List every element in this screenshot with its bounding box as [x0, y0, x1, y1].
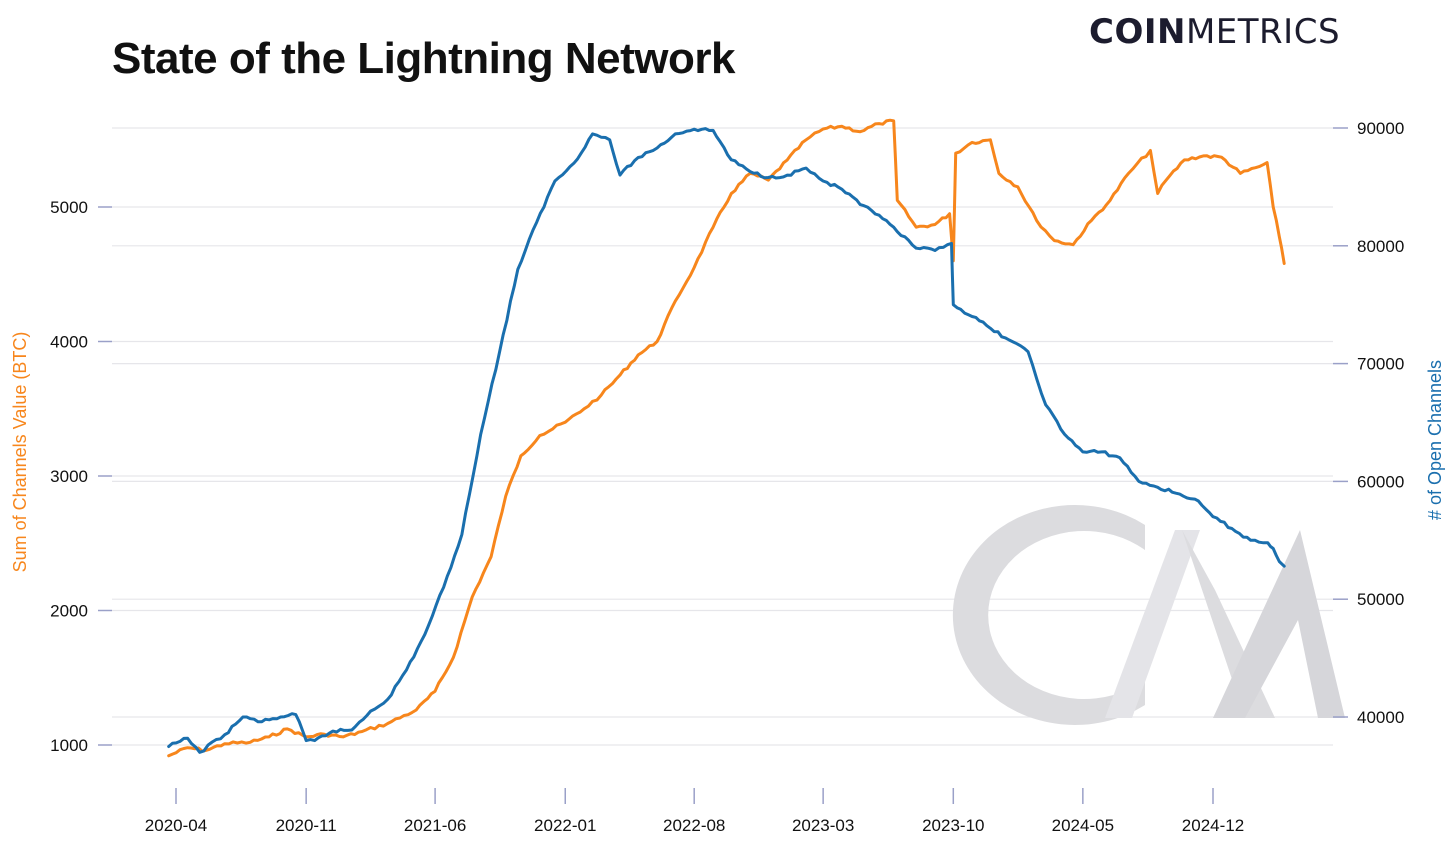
y-right-tick-label: 40000	[1357, 708, 1404, 727]
coinmetrics-logo: COINMETRICS	[1089, 12, 1340, 52]
y-left-tick-label: 2000	[50, 602, 88, 621]
x-tick-label: 2023-03	[792, 816, 854, 835]
x-axis: 2020-04 2020-11 2021-06 2022-01 2022-08 2023-…	[145, 788, 1244, 835]
x-tick-label: 2021-06	[404, 816, 466, 835]
y-right-tick-label: 80000	[1357, 237, 1404, 256]
x-tick-label: 2022-08	[663, 816, 725, 835]
y-right-tick-label: 50000	[1357, 590, 1404, 609]
x-tick-label: 2024-05	[1052, 816, 1114, 835]
y-left-axis: 1000 2000 3000 4000 5000	[50, 198, 112, 755]
x-tick-label: 2023-10	[922, 816, 984, 835]
logo-word-coin: COIN	[1089, 12, 1186, 52]
series-line-channels-value	[167, 118, 1286, 758]
y-right-tick-label: 70000	[1357, 355, 1404, 374]
y-left-axis-label: Sum of Channels Value (BTC)	[10, 332, 30, 573]
x-tick-label: 2020-11	[276, 816, 337, 835]
y-right-axis: 40000 50000 60000 70000 80000 90000	[1333, 119, 1404, 727]
y-right-tick-label: 90000	[1357, 119, 1404, 138]
x-tick-label: 2020-04	[145, 816, 207, 835]
y-left-tick-label: 4000	[50, 333, 88, 352]
y-left-tick-label: 3000	[50, 467, 88, 486]
cm-watermark-icon	[952, 504, 1345, 726]
y-left-tick-label: 5000	[50, 198, 88, 217]
logo-word-metrics: METRICS	[1185, 12, 1341, 52]
series-line-open-channels	[167, 127, 1286, 754]
y-left-tick-label: 1000	[50, 736, 88, 755]
x-tick-label: 2022-01	[534, 816, 596, 835]
chart-title: State of the Lightning Network	[112, 34, 735, 83]
x-tick-label: 2024-12	[1182, 816, 1244, 835]
series-lines	[167, 118, 1286, 758]
y-right-tick-label: 60000	[1357, 472, 1404, 491]
y-right-axis-label: # of Open Channels	[1425, 360, 1445, 520]
